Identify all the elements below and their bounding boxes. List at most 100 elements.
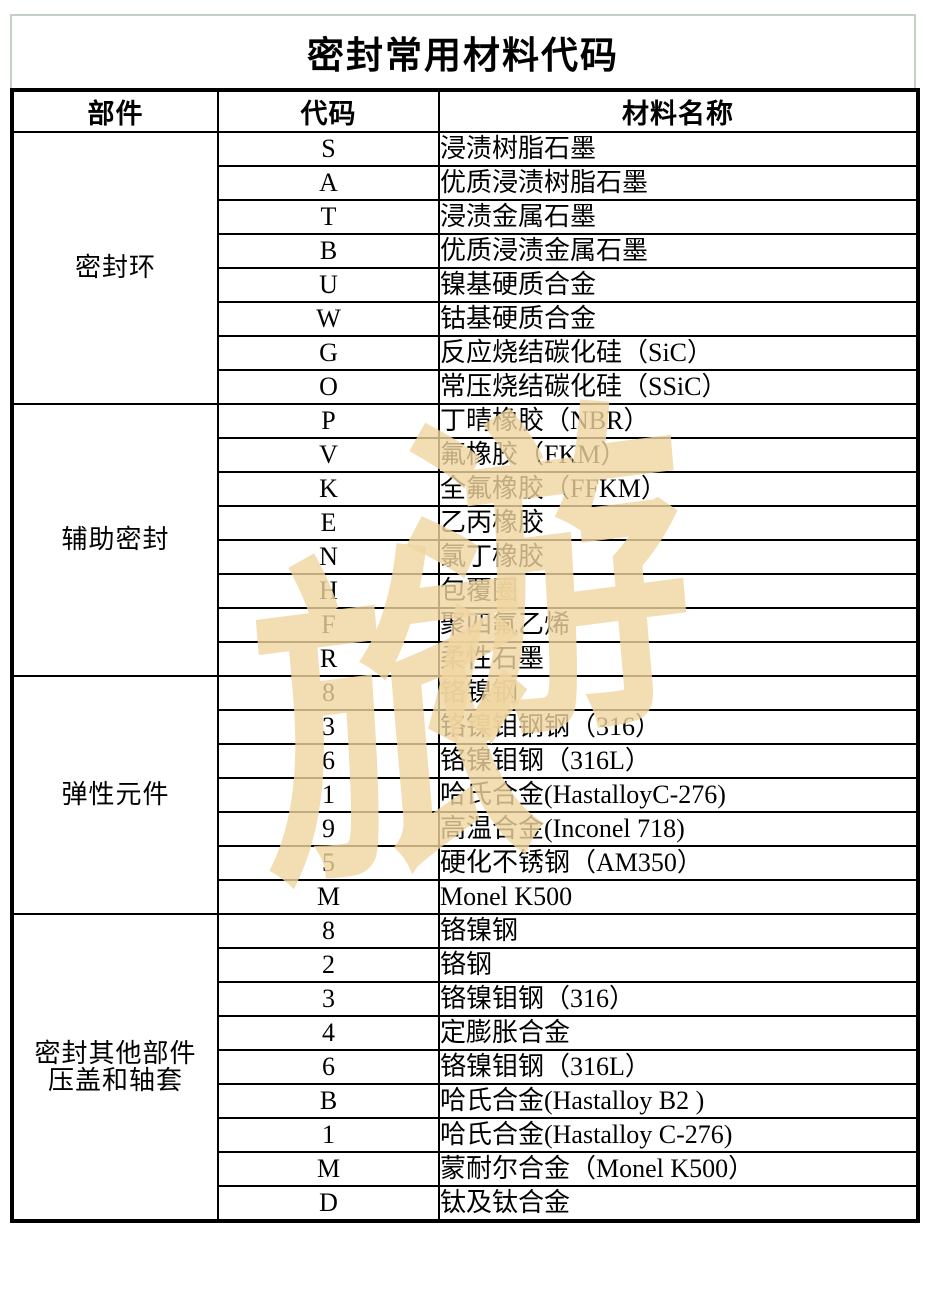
material-name: 全氟橡胶（FFKM）	[438, 471, 919, 507]
table-row: 5 硬化不锈钢（AM350）	[12, 845, 919, 881]
material-name: 聚四氟乙烯	[438, 607, 919, 643]
table-row: B 哈氏合金(Hastalloy B2 )	[12, 1083, 919, 1119]
material-code: 6	[217, 743, 440, 779]
material-code: F	[217, 607, 440, 643]
material-code: A	[217, 165, 440, 201]
material-code: B	[217, 233, 440, 269]
section-label-other-parts-gland-sleeve: 密封其他部件 压盖和轴套	[11, 913, 219, 1222]
material-name: 铬镍钼钢（316）	[438, 981, 919, 1017]
material-name: 铬钢	[438, 947, 919, 983]
material-code: 6	[217, 1049, 440, 1085]
table-row: 1 哈氏合金(Hastalloy C-276)	[12, 1117, 919, 1153]
material-name: 铬镍钢	[438, 913, 919, 949]
header-code: 代码	[217, 89, 440, 133]
table-row: E 乙丙橡胶	[12, 505, 919, 541]
table-row: A 优质浸渍树脂石墨	[12, 165, 919, 201]
table-row: 3 铬镍钼钢钢（316）	[12, 709, 919, 745]
table-row: 密封其他部件 压盖和轴套 8 铬镍钢	[11, 913, 919, 1222]
section-label-auxiliary-seal: 辅助密封	[11, 403, 219, 677]
table-row: 6 铬镍钼钢（316L）	[12, 743, 919, 779]
material-code: 5	[217, 845, 440, 881]
table-row: N 氯丁橡胶	[12, 539, 919, 575]
table-row: 3 铬镍钼钢（316）	[12, 981, 919, 1017]
material-code: U	[217, 267, 440, 303]
material-code: O	[217, 369, 440, 405]
material-name: 氟橡胶（FKM）	[438, 437, 919, 473]
table-row: 6 铬镍钼钢（316L）	[12, 1049, 919, 1085]
table-row: M 蒙耐尔合金（Monel K500）	[12, 1151, 919, 1187]
material-code: 8	[217, 913, 440, 949]
table-row: 2 铬钢	[12, 947, 919, 983]
material-code: 3	[217, 709, 440, 745]
material-name: 哈氏合金(HastalloyC-276)	[438, 777, 919, 813]
material-code: P	[217, 403, 440, 439]
table-row: 辅助密封 P 丁晴橡胶（NBR）	[11, 403, 919, 677]
table-row: K 全氟橡胶（FFKM）	[12, 471, 919, 507]
material-name: 乙丙橡胶	[438, 505, 919, 541]
material-name: 镍基硬质合金	[438, 267, 919, 303]
material-name: 硬化不锈钢（AM350）	[438, 845, 919, 881]
section-label-elastic-element: 弹性元件	[11, 675, 219, 915]
material-name: 铬镍钼钢钢（316）	[438, 709, 919, 745]
material-code: 4	[217, 1015, 440, 1051]
material-name: 常压烧结碳化硅（SSiC）	[438, 369, 919, 405]
document-page: 密封常用材料代码 部件 代码 材料名称 密封环 S 浸渍树脂石墨 A 优质浸渍树…	[10, 14, 920, 1223]
material-code-table: 部件 代码 材料名称 密封环 S 浸渍树脂石墨 A 优质浸渍树脂石墨 T 浸渍金…	[10, 88, 920, 1223]
title-box: 密封常用材料代码	[10, 14, 916, 88]
table-row: O 常压烧结碳化硅（SSiC）	[12, 369, 919, 405]
header-row: 部件 代码 材料名称	[11, 89, 919, 133]
table-row: R 柔性石墨	[12, 641, 919, 677]
material-name: 钴基硬质合金	[438, 301, 919, 337]
material-code: 1	[217, 1117, 440, 1153]
material-code: H	[217, 573, 440, 609]
material-code: V	[217, 437, 440, 473]
header-part: 部件	[11, 89, 219, 133]
material-name: 哈氏合金(Hastalloy C-276)	[438, 1117, 919, 1153]
material-code: W	[217, 301, 440, 337]
material-code: M	[217, 1151, 440, 1187]
material-name: 铬镍钼钢（316L）	[438, 743, 919, 779]
material-name: 丁晴橡胶（NBR）	[438, 403, 919, 439]
table-row: D 钛及钛合金	[12, 1185, 919, 1222]
material-code: T	[217, 199, 440, 235]
material-code: 1	[217, 777, 440, 813]
table-row: 9 高温合金(Inconel 718)	[12, 811, 919, 847]
table-row: M Monel K500	[12, 879, 919, 915]
material-name: 氯丁橡胶	[438, 539, 919, 575]
material-name: 铬镍钼钢（316L）	[438, 1049, 919, 1085]
material-code: G	[217, 335, 440, 371]
material-code: 9	[217, 811, 440, 847]
material-name: Monel K500	[438, 879, 919, 915]
page-title: 密封常用材料代码	[307, 36, 619, 77]
material-name: 哈氏合金(Hastalloy B2 )	[438, 1083, 919, 1119]
table-row: T 浸渍金属石墨	[12, 199, 919, 235]
material-name: 高温合金(Inconel 718)	[438, 811, 919, 847]
header-name: 材料名称	[438, 89, 919, 133]
material-code: N	[217, 539, 440, 575]
material-name: 蒙耐尔合金（Monel K500）	[438, 1151, 919, 1187]
table-row: H 包覆圈	[12, 573, 919, 609]
material-name: 定膨胀合金	[438, 1015, 919, 1051]
material-name: 浸渍金属石墨	[438, 199, 919, 235]
material-name: 钛及钛合金	[438, 1185, 919, 1222]
section-label-seal-ring: 密封环	[11, 131, 219, 405]
table-row: 密封环 S 浸渍树脂石墨	[11, 131, 919, 405]
material-code: B	[217, 1083, 440, 1119]
table-row: B 优质浸渍金属石墨	[12, 233, 919, 269]
table-row: W 钴基硬质合金	[12, 301, 919, 337]
material-name: 包覆圈	[438, 573, 919, 609]
table-row: 4 定膨胀合金	[12, 1015, 919, 1051]
material-code: 8	[217, 675, 440, 711]
material-name: 优质浸渍金属石墨	[438, 233, 919, 269]
table-row: G 反应烧结碳化硅（SiC）	[12, 335, 919, 371]
material-name: 反应烧结碳化硅（SiC）	[438, 335, 919, 371]
material-code: S	[217, 131, 440, 167]
table-row: 1 哈氏合金(HastalloyC-276)	[12, 777, 919, 813]
material-name: 铬镍钢	[438, 675, 919, 711]
material-name: 浸渍树脂石墨	[438, 131, 919, 167]
material-code: K	[217, 471, 440, 507]
table-row: U 镍基硬质合金	[12, 267, 919, 303]
table-row: V 氟橡胶（FKM）	[12, 437, 919, 473]
table-row: 弹性元件 8 铬镍钢	[11, 675, 919, 915]
material-code: M	[217, 879, 440, 915]
